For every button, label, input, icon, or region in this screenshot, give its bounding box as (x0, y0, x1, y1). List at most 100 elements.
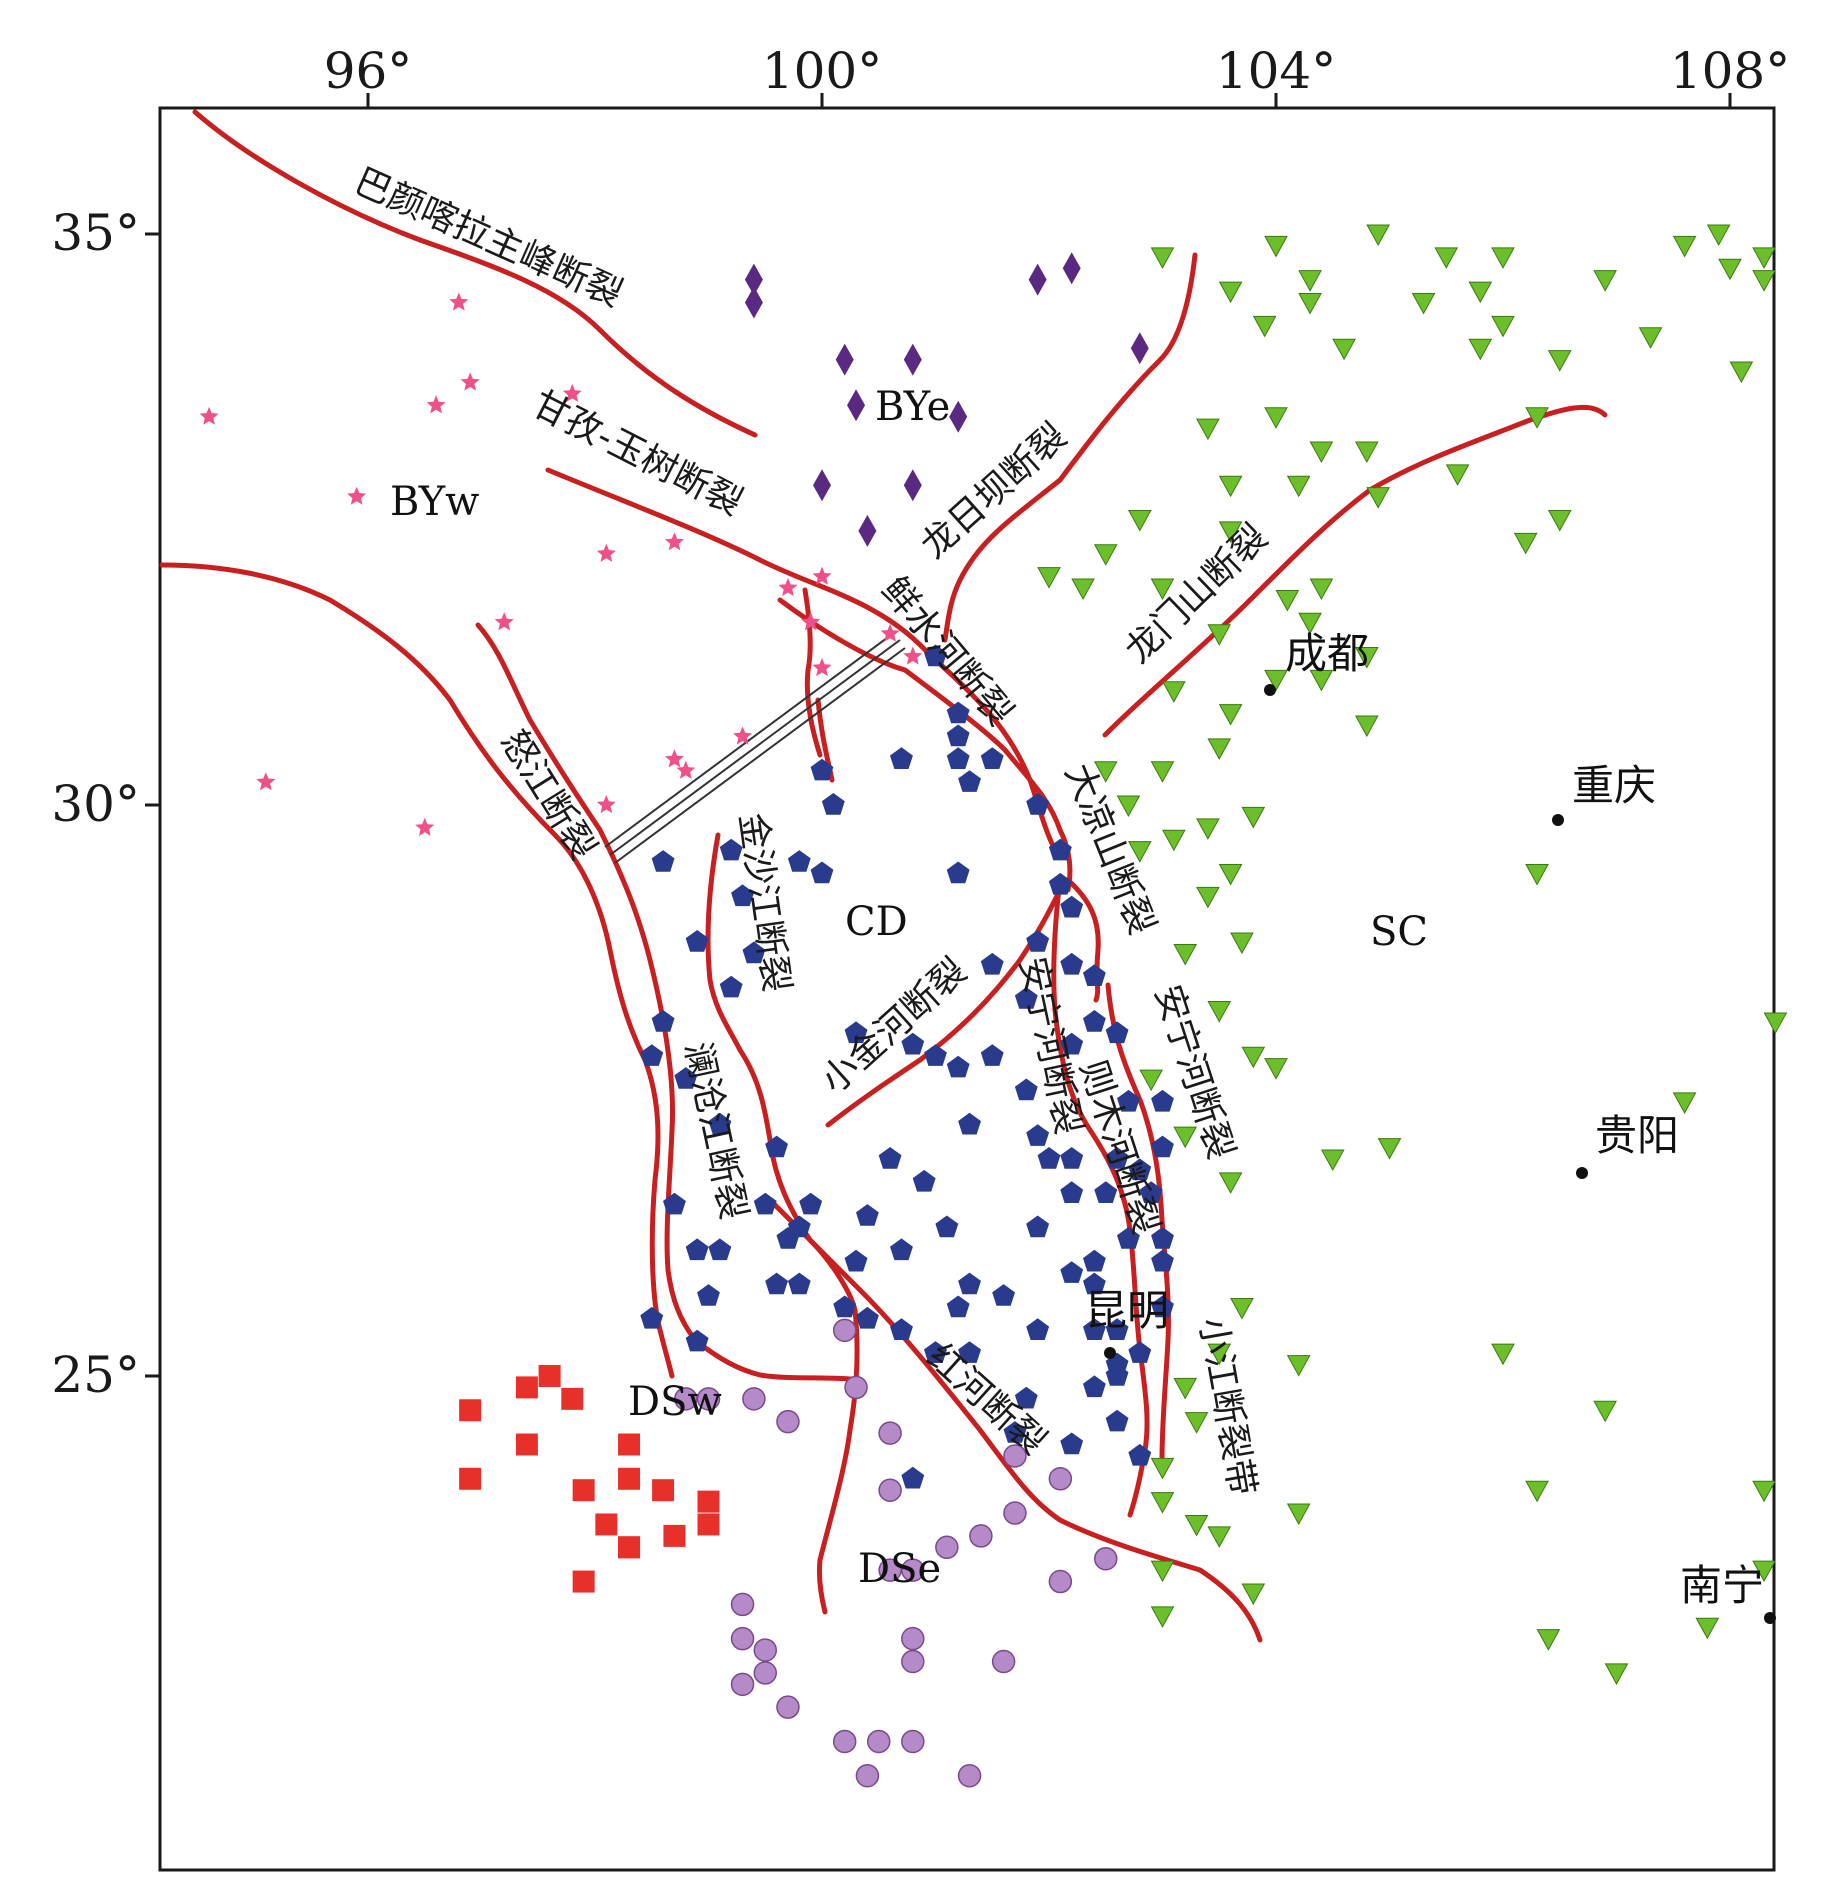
station-sc-triangle (1366, 487, 1390, 509)
station-sc-triangle (1525, 407, 1549, 429)
station-bye-diamond (858, 514, 877, 547)
station-cd-pentagon (856, 1204, 879, 1226)
city-dot-guiyang (1576, 1167, 1588, 1179)
station-sc-triangle (1139, 1069, 1163, 1092)
station-dsw-square (618, 1433, 641, 1456)
tick-marks (145, 93, 1732, 1378)
station-byw-star (596, 795, 616, 814)
station-cd-pentagon (1037, 1147, 1061, 1169)
station-dse-circle (753, 1661, 777, 1685)
station-sc-triangle (1127, 841, 1152, 863)
station-cd-pentagon (980, 952, 1004, 975)
station-cd-pentagon (1060, 1147, 1084, 1169)
station-byw-star (347, 486, 367, 505)
station-cd-pentagon (1117, 1227, 1140, 1249)
station-sc-triangle (1695, 1617, 1720, 1640)
station-cd-pentagon (1048, 872, 1072, 895)
station-bye-diamond (949, 400, 968, 433)
station-cd-pentagon (663, 1192, 686, 1215)
station-cd-pentagon (1083, 1249, 1106, 1272)
station-bye-diamond (903, 469, 922, 502)
station-sc-triangle (1241, 806, 1266, 829)
fault-nujiang (159, 562, 675, 1379)
station-dse-circle (957, 1763, 982, 1788)
station-dse-circle (855, 1763, 880, 1788)
station-cd-pentagon (890, 1318, 913, 1340)
station-sc-triangle (1150, 761, 1175, 783)
city-dot-kunming (1104, 1347, 1116, 1359)
y-tick-label-35: 35° (51, 204, 140, 262)
station-sc-triangle (1252, 315, 1277, 338)
station-byw-star (664, 749, 684, 768)
station-sc-triangle (1309, 578, 1334, 601)
station-dsw-square (572, 1570, 595, 1593)
station-sc-triangle (1116, 795, 1141, 818)
x-tick-label-100: 100° (762, 42, 882, 100)
station-dse-circle (878, 1421, 902, 1445)
station-dse-circle (901, 1649, 925, 1674)
station-cd-pentagon (958, 1112, 981, 1135)
region-label-dsw: DSw (628, 1379, 722, 1425)
station-cd-pentagon (1083, 1010, 1106, 1032)
station-cd-pentagon (640, 1306, 664, 1329)
station-sc-triangle (1218, 521, 1243, 543)
station-sc-triangle (1207, 624, 1232, 646)
station-cd-pentagon (1128, 1443, 1152, 1466)
station-dse-circle (730, 1592, 755, 1617)
station-sc-triangle (1718, 258, 1742, 281)
x-tick-label-104: 104° (1216, 42, 1336, 100)
fault-xiaojinhe (825, 887, 1063, 1128)
station-bye-diamond (903, 343, 922, 376)
station-cd-pentagon (856, 1306, 879, 1329)
station-dse-circle (878, 1558, 902, 1582)
station-sc-triangle (1218, 475, 1243, 498)
station-dse-circle (969, 1524, 993, 1548)
station-sc-triangle (1264, 1058, 1288, 1080)
station-sc-triangle (1150, 1606, 1175, 1628)
station-byw-star (449, 292, 469, 311)
station-cd-pentagon (810, 758, 834, 781)
station-cd-pentagon (890, 1238, 913, 1261)
station-dsw-square (459, 1399, 482, 1422)
station-sc-triangle (1093, 761, 1118, 783)
station-cd-pentagon (912, 1169, 936, 1192)
station-sc-triangle (1150, 1560, 1175, 1583)
station-sc-triangle (1298, 612, 1322, 635)
station-bye-diamond (744, 263, 763, 296)
station-cd-pentagon (685, 1238, 709, 1261)
station-cd-pentagon (1105, 1021, 1129, 1044)
station-byw-star (676, 760, 696, 779)
station-cd-pentagon (674, 1067, 698, 1089)
station-dsw-square (697, 1490, 720, 1513)
station-cd-pentagon (924, 1341, 947, 1363)
fault-anninghe-zemuhe (1051, 877, 1150, 1518)
station-bye-diamond (1062, 252, 1081, 285)
station-cd-pentagon (844, 1021, 868, 1044)
station-dsw-square (561, 1387, 584, 1410)
station-cd-pentagon (1105, 1409, 1129, 1432)
station-cd-pentagon (1060, 1261, 1084, 1283)
station-dsw-square (515, 1433, 538, 1456)
station-dse-circle (1094, 1546, 1118, 1571)
station-dsw-square (538, 1365, 561, 1387)
station-sc-triangle (1037, 567, 1061, 589)
station-dse-circle (867, 1729, 891, 1754)
station-cd-pentagon (640, 1044, 664, 1066)
station-dse-circle (1048, 1569, 1073, 1594)
station-dse-circle (753, 1638, 777, 1662)
station-markers (199, 224, 1788, 1788)
station-byw-star (256, 772, 276, 791)
city-dot-chongqing (1552, 814, 1564, 826)
station-dse-circle (776, 1695, 800, 1719)
station-cd-pentagon (958, 1341, 981, 1363)
station-cd-pentagon (1105, 1147, 1129, 1169)
station-cd-pentagon (651, 1010, 675, 1032)
station-dsw-square (459, 1467, 482, 1490)
station-dse-circle (832, 1318, 857, 1343)
station-bye-diamond (813, 469, 831, 502)
station-byw-star (812, 566, 832, 585)
city-label-kunming: 昆明 (1085, 1286, 1169, 1335)
station-sc-triangle (1230, 1297, 1254, 1320)
station-dsw-square (652, 1479, 675, 1502)
station-cd-pentagon (1003, 1421, 1027, 1443)
